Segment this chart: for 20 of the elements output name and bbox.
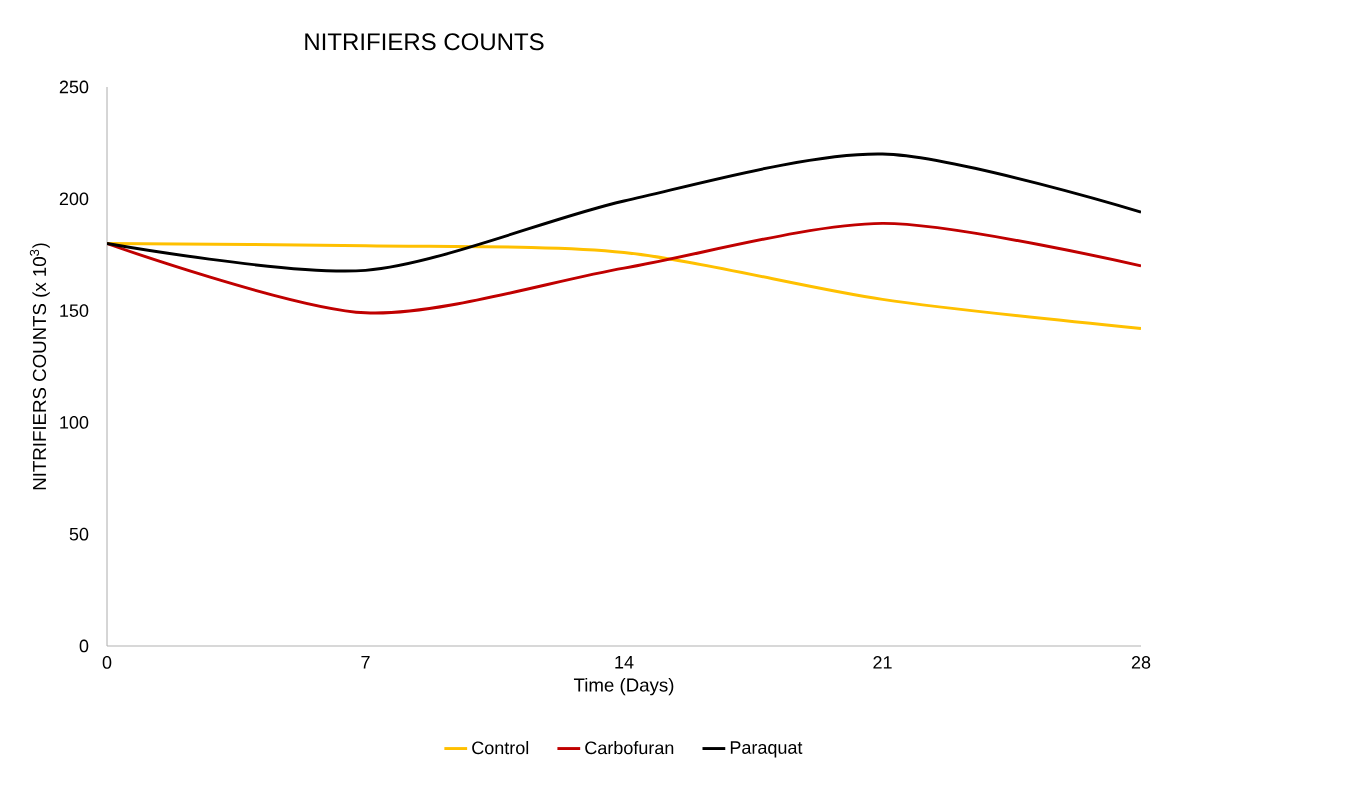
y-tick-label: 200 — [59, 192, 89, 206]
x-tick-label: 21 — [873, 656, 892, 669]
chart-title: NITRIFIERS COUNTS — [305, 33, 544, 51]
x-tick-label: 7 — [361, 656, 370, 669]
y-tick-label: 0 — [79, 639, 89, 653]
line-series — [107, 242, 1142, 330]
y-tick-label: 100 — [60, 416, 89, 429]
y-axis-title: NITRIFIERS COUNTS (x 10$^{3}$) — [29, 243, 50, 490]
y-tick-label: 150 — [60, 304, 89, 317]
line-series — [107, 152, 1142, 273]
y-tick-label: 250 — [59, 80, 89, 94]
legend-label: Control — [472, 741, 529, 755]
y-tick-label: 50 — [69, 527, 89, 541]
x-axis-title: Time (Days) — [573, 677, 674, 696]
legend-label: Carbofuran — [585, 741, 674, 755]
x-tick-label: 28 — [1131, 656, 1151, 669]
legend-label: Paraquat — [730, 741, 803, 758]
x-tick-label: 14 — [615, 656, 634, 669]
x-tick-label: 0 — [102, 656, 112, 669]
line-series — [107, 221, 1142, 315]
